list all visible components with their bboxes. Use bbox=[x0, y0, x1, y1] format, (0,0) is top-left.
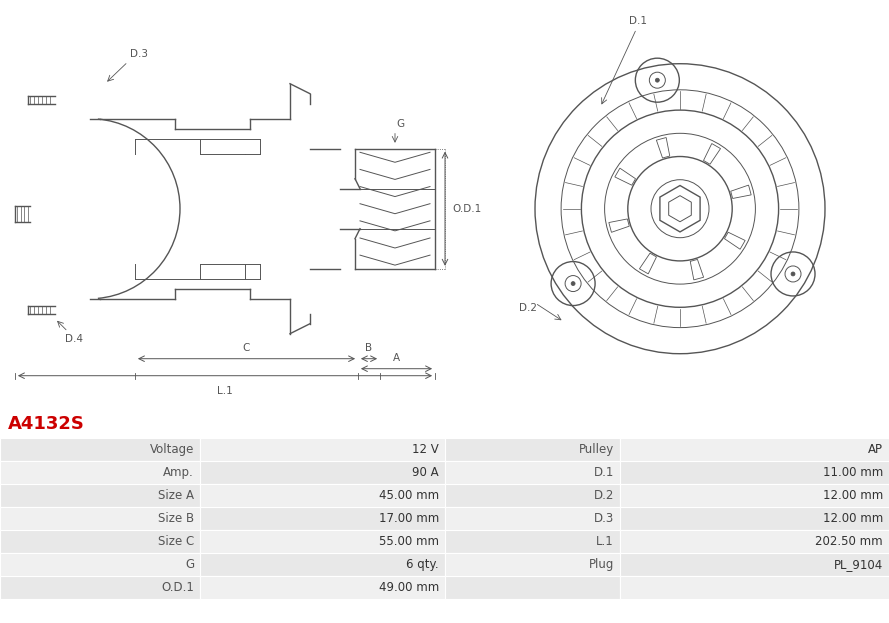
Text: D.4: D.4 bbox=[65, 334, 83, 344]
Text: B: B bbox=[365, 343, 372, 353]
Text: A: A bbox=[392, 353, 399, 363]
Text: Amp.: Amp. bbox=[164, 466, 194, 479]
Text: G: G bbox=[185, 558, 194, 571]
Text: D.1: D.1 bbox=[594, 466, 614, 479]
Text: G: G bbox=[396, 119, 404, 129]
Bar bbox=[620, 507, 889, 530]
Bar bbox=[445, 461, 620, 484]
Text: C: C bbox=[243, 343, 250, 353]
Text: Size A: Size A bbox=[158, 489, 194, 502]
Text: 45.00 mm: 45.00 mm bbox=[379, 489, 439, 502]
Text: 12.00 mm: 12.00 mm bbox=[822, 512, 883, 525]
Bar bbox=[620, 438, 889, 461]
Bar bbox=[0, 438, 200, 461]
Bar bbox=[0, 507, 200, 530]
Bar bbox=[200, 507, 445, 530]
Bar bbox=[445, 576, 620, 599]
Text: D.3: D.3 bbox=[130, 49, 148, 59]
Text: O.D.1: O.D.1 bbox=[161, 581, 194, 594]
Text: 12.00 mm: 12.00 mm bbox=[822, 489, 883, 502]
Bar bbox=[200, 576, 445, 599]
Text: PL_9104: PL_9104 bbox=[834, 558, 883, 571]
Text: D.2: D.2 bbox=[519, 303, 537, 313]
Bar bbox=[445, 484, 620, 507]
Bar bbox=[445, 438, 620, 461]
Bar bbox=[200, 553, 445, 576]
Bar bbox=[620, 461, 889, 484]
Text: 17.00 mm: 17.00 mm bbox=[379, 512, 439, 525]
Text: 11.00 mm: 11.00 mm bbox=[822, 466, 883, 479]
Text: 202.50 mm: 202.50 mm bbox=[815, 535, 883, 548]
Bar bbox=[200, 438, 445, 461]
Circle shape bbox=[571, 282, 575, 285]
Text: L.1: L.1 bbox=[597, 535, 614, 548]
Bar bbox=[0, 576, 200, 599]
Text: D.2: D.2 bbox=[594, 489, 614, 502]
Bar bbox=[200, 530, 445, 553]
Bar bbox=[200, 484, 445, 507]
Text: Plug: Plug bbox=[589, 558, 614, 571]
Bar bbox=[620, 576, 889, 599]
Text: 55.00 mm: 55.00 mm bbox=[379, 535, 439, 548]
Bar bbox=[0, 484, 200, 507]
Text: 90 A: 90 A bbox=[412, 466, 439, 479]
Bar bbox=[445, 530, 620, 553]
Text: Voltage: Voltage bbox=[149, 443, 194, 456]
Text: 49.00 mm: 49.00 mm bbox=[379, 581, 439, 594]
Text: D.3: D.3 bbox=[594, 512, 614, 525]
Text: 6 qty.: 6 qty. bbox=[406, 558, 439, 571]
Circle shape bbox=[791, 272, 795, 276]
Bar bbox=[445, 507, 620, 530]
Text: Pulley: Pulley bbox=[579, 443, 614, 456]
Text: Size C: Size C bbox=[157, 535, 194, 548]
Text: AP: AP bbox=[868, 443, 883, 456]
Text: L.1: L.1 bbox=[217, 386, 233, 396]
Bar bbox=[620, 553, 889, 576]
Text: Size B: Size B bbox=[158, 512, 194, 525]
Bar bbox=[620, 530, 889, 553]
Bar bbox=[620, 484, 889, 507]
Text: A4132S: A4132S bbox=[8, 415, 84, 433]
Bar bbox=[200, 461, 445, 484]
Text: O.D.1: O.D.1 bbox=[452, 204, 481, 214]
Bar bbox=[445, 553, 620, 576]
Bar bbox=[0, 553, 200, 576]
Text: 12 V: 12 V bbox=[412, 443, 439, 456]
Text: D.1: D.1 bbox=[629, 16, 647, 26]
Bar bbox=[0, 530, 200, 553]
Circle shape bbox=[655, 78, 660, 82]
Bar bbox=[0, 461, 200, 484]
